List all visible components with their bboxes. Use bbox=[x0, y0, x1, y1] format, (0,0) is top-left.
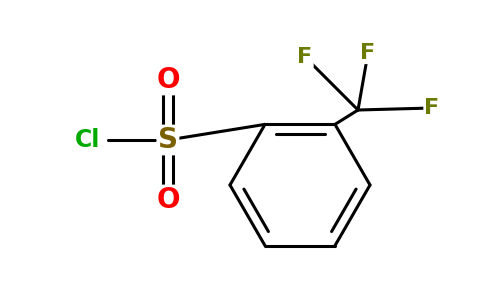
Text: O: O bbox=[156, 186, 180, 214]
Text: O: O bbox=[156, 66, 180, 94]
Text: F: F bbox=[361, 43, 376, 63]
Text: Cl: Cl bbox=[76, 128, 101, 152]
Text: S: S bbox=[158, 126, 178, 154]
Text: F: F bbox=[298, 47, 313, 67]
Text: F: F bbox=[424, 98, 439, 118]
